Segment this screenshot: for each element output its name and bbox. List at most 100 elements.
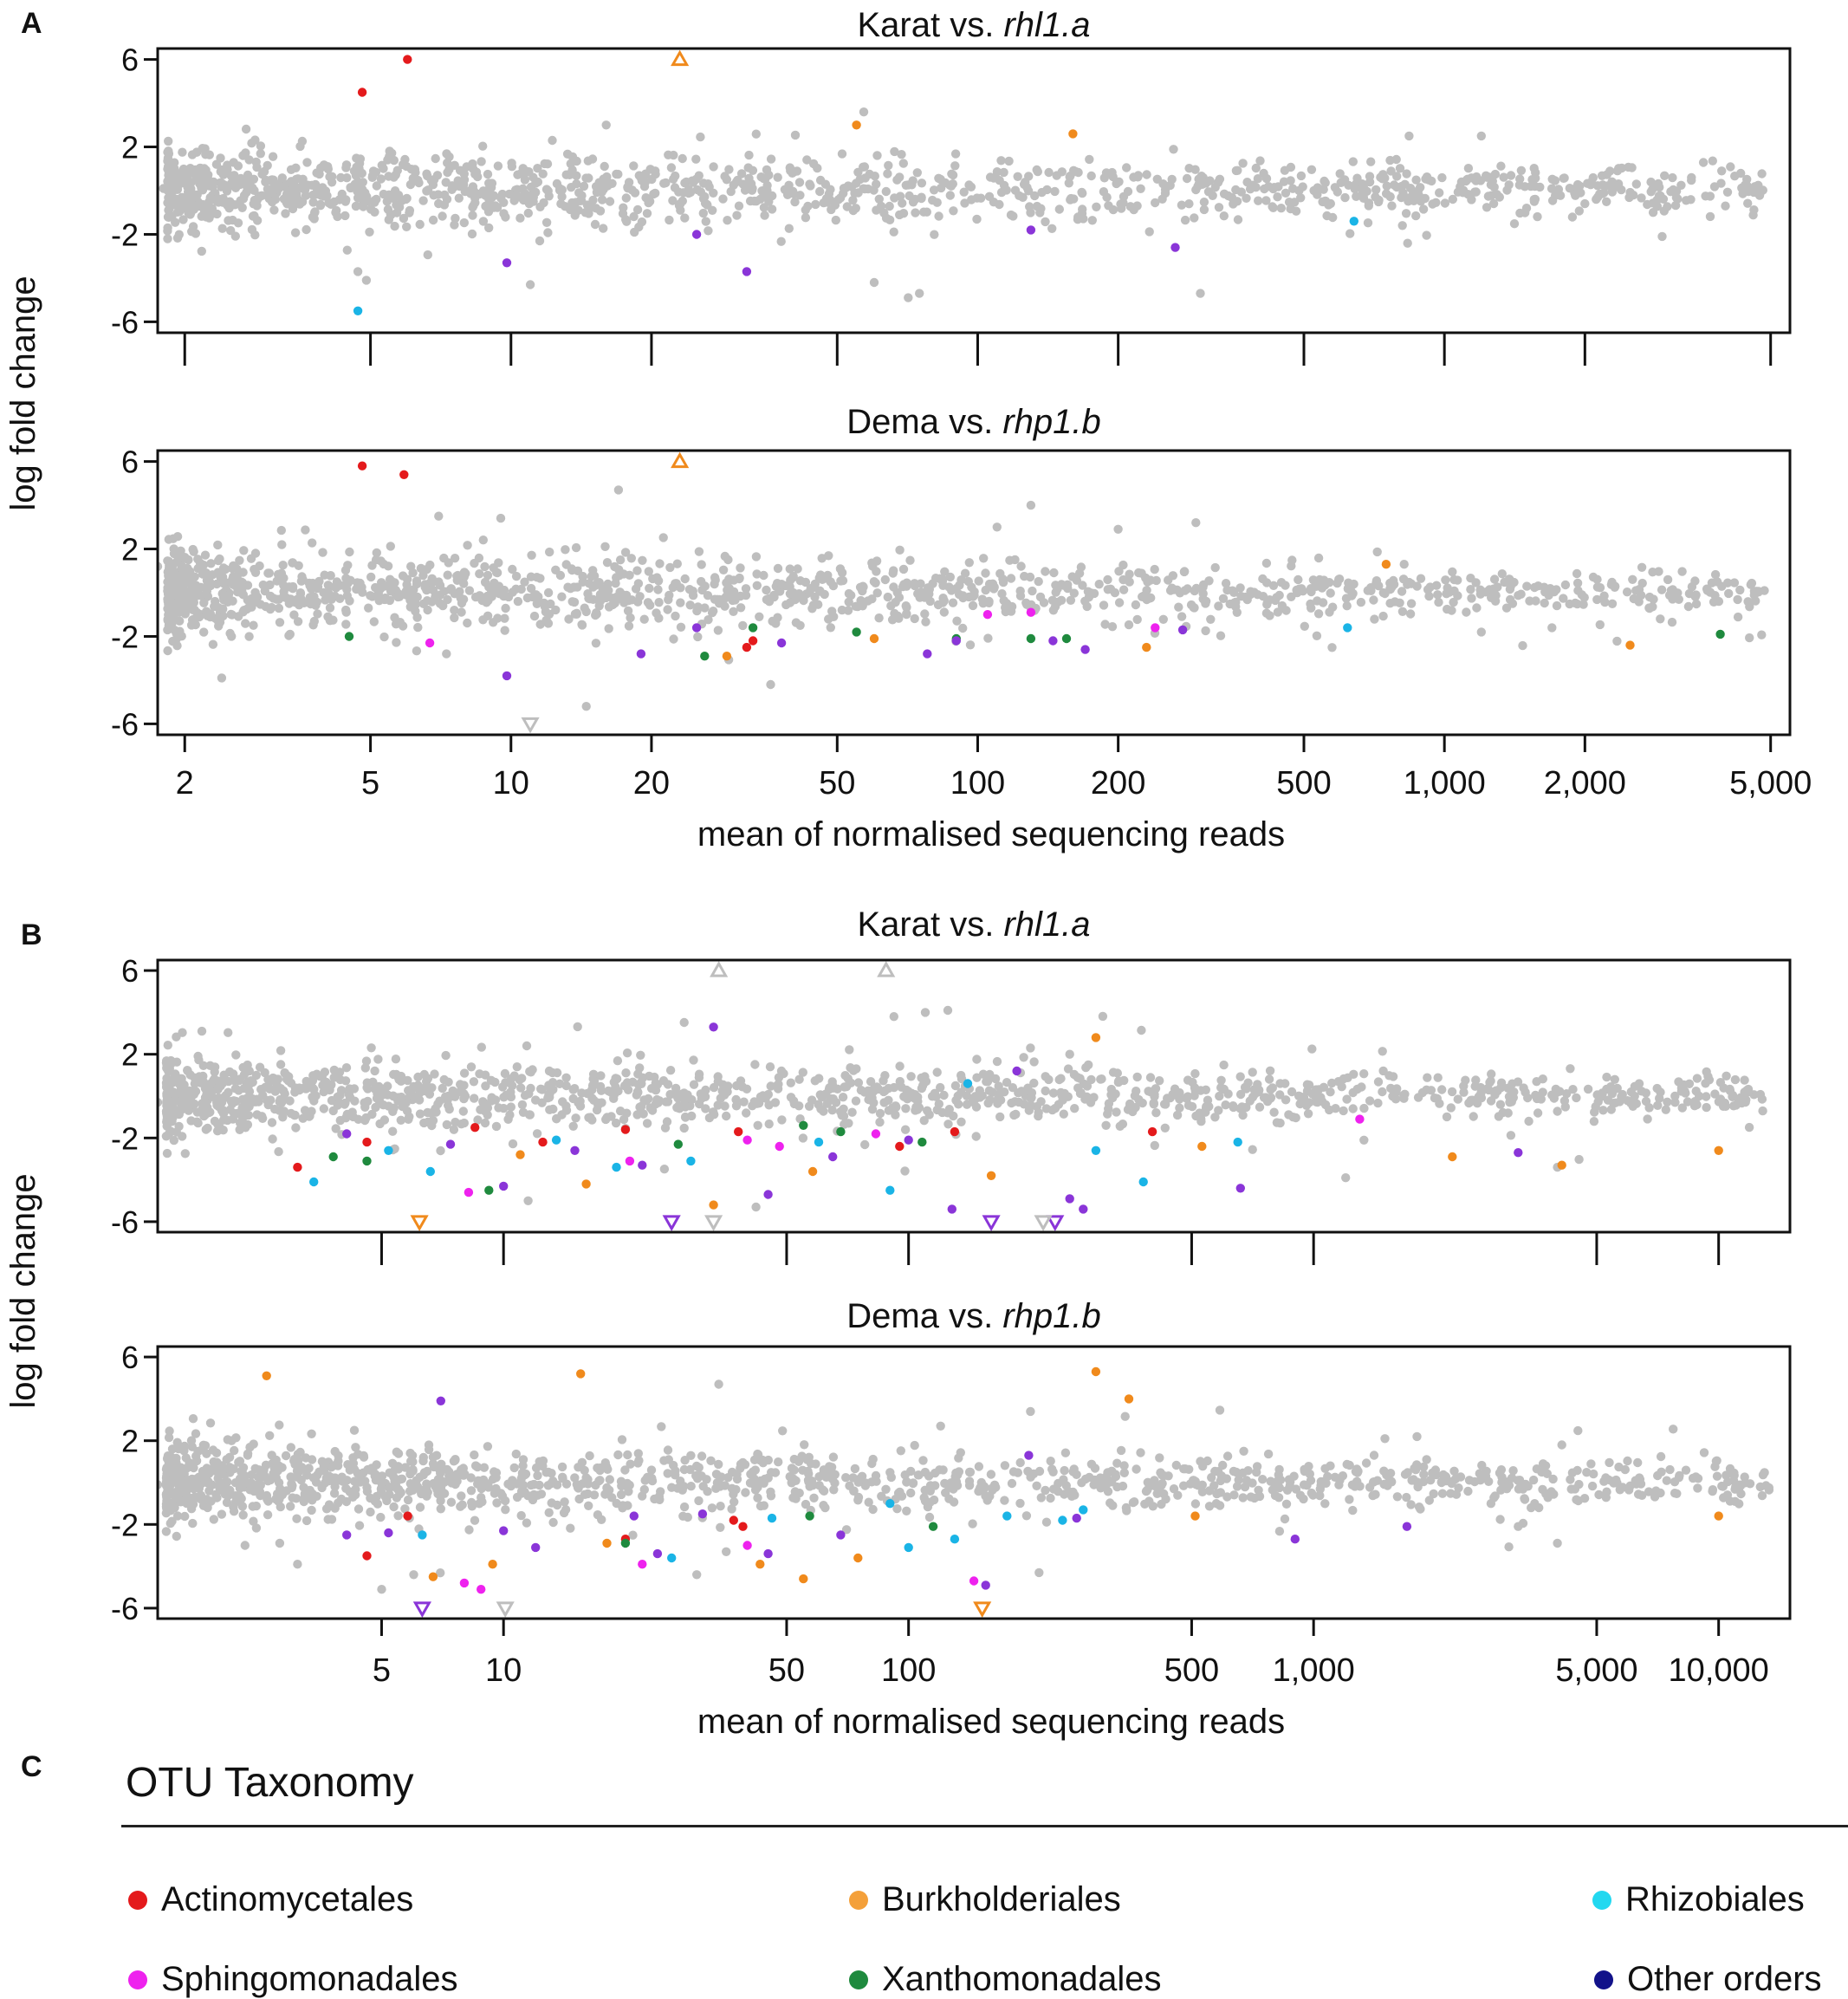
otu-point-background bbox=[1109, 1068, 1118, 1076]
otu-point-background bbox=[1598, 189, 1606, 198]
otu-point-background bbox=[686, 600, 695, 609]
otu-point-background bbox=[751, 1203, 760, 1211]
otu-point-background bbox=[906, 1489, 915, 1497]
otu-point-background bbox=[592, 608, 600, 617]
otu-point-background bbox=[1119, 561, 1127, 569]
otu-point-background bbox=[230, 1109, 238, 1118]
otu-point-background bbox=[762, 586, 770, 594]
otu-point-other bbox=[692, 623, 701, 632]
otu-point-background bbox=[1191, 518, 1200, 527]
otu-point-background bbox=[1369, 595, 1378, 604]
otu-point-sphingomonadales bbox=[1027, 608, 1035, 617]
otu-point-background bbox=[1044, 168, 1053, 177]
otu-point-background bbox=[829, 613, 838, 621]
otu-point-background bbox=[1180, 586, 1189, 594]
otu-point-background bbox=[800, 1440, 808, 1449]
otu-point-background bbox=[193, 1052, 202, 1061]
otu-point-background bbox=[827, 623, 835, 632]
otu-point-background bbox=[786, 589, 794, 598]
otu-point-background bbox=[584, 1502, 593, 1510]
otu-point-background bbox=[477, 1042, 486, 1051]
otu-point-background bbox=[309, 1096, 318, 1105]
otu-point-background bbox=[1611, 582, 1619, 591]
otu-point-background bbox=[699, 178, 708, 187]
otu-point-burkholderiales bbox=[1382, 560, 1391, 568]
otu-point-background bbox=[982, 1077, 990, 1086]
otu-point-other bbox=[1048, 636, 1057, 645]
otu-point-background bbox=[1653, 1084, 1662, 1093]
otu-point-background bbox=[208, 178, 217, 186]
otu-point-background bbox=[1292, 1484, 1300, 1493]
otu-point-background bbox=[1011, 1110, 1020, 1119]
otu-point-background bbox=[1353, 1085, 1362, 1094]
otu-point-background bbox=[934, 174, 943, 183]
otu-point-background bbox=[273, 1081, 282, 1090]
otu-point-background bbox=[541, 159, 549, 168]
otu-point-background bbox=[1349, 157, 1358, 166]
otu-point-background bbox=[507, 1093, 515, 1101]
otu-point-background bbox=[516, 169, 525, 178]
otu-point-background bbox=[1441, 198, 1449, 207]
otu-point-background bbox=[993, 1057, 1002, 1066]
otu-point-background bbox=[308, 191, 317, 199]
otu-point-background bbox=[355, 579, 364, 587]
otu-point-background bbox=[1077, 188, 1086, 197]
otu-point-burkholderiales bbox=[1448, 1152, 1456, 1161]
otu-point-background bbox=[522, 1042, 531, 1050]
otu-point-background bbox=[284, 1072, 293, 1081]
otu-point-background bbox=[412, 613, 421, 621]
otu-point-background bbox=[1281, 1095, 1290, 1104]
otu-point-background bbox=[1660, 172, 1669, 180]
otu-point-background bbox=[1280, 178, 1288, 186]
otu-point-background bbox=[1553, 1107, 1561, 1115]
otu-point-background bbox=[760, 203, 768, 211]
otu-point-background bbox=[467, 1486, 476, 1495]
otu-point-background bbox=[252, 1523, 261, 1532]
otu-point-background bbox=[714, 1460, 723, 1469]
otu-point-background bbox=[1296, 1092, 1305, 1100]
otu-point-background bbox=[697, 1451, 706, 1460]
otu-point-background bbox=[523, 1197, 532, 1205]
otu-point-background bbox=[1487, 180, 1495, 189]
otu-point-background bbox=[297, 572, 306, 581]
otu-point-background bbox=[997, 589, 1006, 598]
otu-point-background bbox=[226, 226, 235, 235]
otu-point-background bbox=[373, 1055, 382, 1063]
otu-point-background bbox=[569, 1094, 578, 1103]
otu-point-background bbox=[450, 1126, 458, 1134]
otu-point-background bbox=[664, 1080, 672, 1088]
otu-point-background bbox=[918, 1084, 926, 1093]
otu-point-background bbox=[774, 1457, 782, 1466]
otu-point-background bbox=[1678, 1103, 1687, 1112]
otu-point-background bbox=[654, 576, 663, 585]
otu-point-background bbox=[671, 612, 679, 620]
otu-point-background bbox=[1407, 599, 1416, 607]
otu-point-background bbox=[1183, 174, 1191, 183]
otu-point-background bbox=[206, 193, 215, 202]
otu-point-background bbox=[163, 1149, 172, 1158]
otu-point-background bbox=[1233, 1482, 1242, 1490]
otu-point-background bbox=[596, 1082, 605, 1091]
y-axis-label: log fold change bbox=[4, 1173, 42, 1408]
otu-point-background bbox=[1305, 1098, 1313, 1107]
otu-point-background bbox=[1575, 182, 1584, 191]
otu-point-background bbox=[969, 601, 977, 610]
otu-point-background bbox=[1504, 1542, 1513, 1551]
otu-point-background bbox=[1745, 1123, 1754, 1132]
otu-point-background bbox=[1023, 1084, 1032, 1093]
otu-point-background bbox=[671, 183, 679, 191]
otu-point-background bbox=[777, 1115, 786, 1124]
otu-point-background bbox=[1574, 1155, 1583, 1164]
otu-point-background bbox=[1676, 181, 1685, 190]
otu-point-background bbox=[1589, 573, 1598, 581]
otu-point-background bbox=[191, 1080, 199, 1088]
otu-point-background bbox=[1151, 565, 1159, 574]
otu-point-background bbox=[845, 589, 853, 598]
otu-point-background bbox=[356, 154, 365, 163]
otu-point-background bbox=[198, 169, 207, 178]
otu-point-background bbox=[1269, 581, 1278, 590]
otu-point-background bbox=[174, 1122, 183, 1131]
otu-point-background bbox=[930, 185, 938, 194]
otu-point-background bbox=[663, 605, 671, 613]
otu-point-background bbox=[814, 1100, 822, 1108]
